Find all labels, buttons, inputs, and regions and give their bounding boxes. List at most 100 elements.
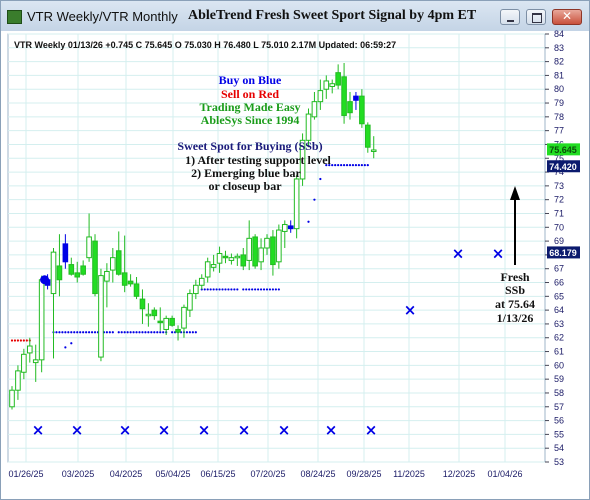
y-tick-label: 55 (554, 429, 564, 439)
level-dot (354, 164, 358, 167)
level-dot (25, 339, 28, 342)
legend-sell: Sell on Red (221, 87, 279, 101)
level-dot (153, 331, 156, 334)
level-dot (70, 331, 73, 334)
x-axis: 01/26/25 03/2025 04/2025 05/04/25 06/15/25 07… (8, 469, 522, 479)
candle-body (287, 225, 294, 230)
y-tick-label: 64 (554, 305, 564, 315)
level-dot (108, 331, 111, 334)
level-dot (191, 331, 194, 334)
x-marker: × (198, 421, 211, 439)
level-dot (236, 288, 239, 291)
x-marker: × (404, 301, 417, 319)
x-tick-label: 04/2025 (110, 469, 143, 479)
candle-body (127, 280, 134, 285)
level-dot (111, 331, 114, 334)
minimize-button[interactable] (500, 9, 520, 25)
level-dot (85, 331, 88, 334)
note-line3: or closeup bar (208, 179, 282, 193)
candle-body (80, 265, 86, 275)
note-line1: 1) After testing support level (185, 153, 331, 167)
candle-body (341, 76, 347, 116)
candle-body (329, 83, 336, 87)
level-dot (262, 288, 266, 291)
trail-dot (313, 198, 316, 201)
level-dot (126, 331, 129, 334)
level-dot (242, 288, 245, 291)
chart-title: AbleTrend Fresh Sweet Sport Signal by 4p… (188, 8, 477, 23)
price-label: 68.179 (549, 248, 577, 258)
x-tick-label: 11/2025 (393, 469, 425, 479)
level-dot (73, 331, 76, 334)
candle-body (26, 345, 33, 354)
candle-body (15, 370, 21, 391)
support-levels (10, 164, 369, 349)
x-marker: × (492, 245, 505, 263)
level-dot (274, 288, 277, 291)
candle-body (317, 90, 324, 103)
level-dot (58, 331, 61, 334)
legend-buy: Buy on Blue (219, 73, 282, 87)
legend-easy: Trading Made Easy (199, 100, 300, 114)
candle-body (56, 265, 63, 281)
level-dot (268, 288, 272, 291)
fresh-ssb-callout: Fresh SSb at 75.64 1/13/26 (495, 186, 535, 325)
trail-dot (64, 346, 67, 349)
candle-body (62, 243, 69, 263)
level-dot (233, 288, 236, 291)
level-dot (212, 288, 215, 291)
candle-body (104, 270, 110, 282)
candle-body (311, 101, 318, 118)
candle-body (240, 254, 247, 267)
close-button[interactable] (552, 9, 582, 25)
level-dot (64, 331, 67, 334)
candle-body (359, 95, 365, 125)
y-tick-label: 58 (554, 388, 564, 398)
candle-body (175, 328, 181, 333)
level-dot (345, 164, 349, 167)
x-tick-label: 07/20/25 (250, 469, 285, 479)
level-dot (271, 288, 275, 291)
level-dot (10, 339, 14, 342)
title-bar[interactable]: VTR Weekly/VTR Monthly AbleTrend Fresh S… (1, 1, 589, 31)
y-tick-label: 54 (554, 443, 564, 453)
maximize-button[interactable] (526, 9, 546, 25)
level-dot (16, 339, 20, 342)
callout-line2: SSb (505, 283, 525, 297)
candle-body (293, 178, 300, 230)
candle-body (181, 306, 187, 329)
y-tick-label: 83 (554, 43, 564, 53)
y-tick-label: 63 (554, 319, 564, 329)
level-dot (61, 331, 64, 334)
y-tick-label: 75 (554, 153, 564, 163)
y-tick-label: 77 (554, 126, 564, 136)
level-dot (19, 339, 22, 342)
y-tick-label: 60 (554, 360, 564, 370)
level-dot (156, 331, 159, 334)
level-dot (150, 331, 153, 334)
candle-body (133, 283, 140, 297)
price-label: 74.420 (549, 162, 577, 172)
y-tick-label: 53 (554, 457, 564, 467)
candle-body (68, 264, 75, 275)
candle-body (187, 293, 193, 311)
candle-body (299, 139, 306, 180)
candle-body (204, 261, 211, 278)
candle-body (216, 253, 223, 264)
level-dot (325, 164, 328, 167)
level-dot (209, 288, 212, 291)
level-dot (132, 331, 135, 334)
y-tick-label: 66 (554, 278, 564, 288)
x-tick-label: 05/04/25 (155, 469, 190, 479)
candle-body (98, 275, 104, 358)
level-dot (230, 288, 233, 291)
level-dot (366, 164, 369, 167)
callout-line4: 1/13/26 (497, 311, 534, 325)
level-dot (55, 331, 58, 334)
callout-line3: at 75.64 (495, 297, 535, 311)
callout-line1: Fresh (500, 270, 529, 284)
level-dot (123, 331, 126, 334)
candle-body (145, 313, 152, 317)
x-marker: × (71, 421, 84, 439)
